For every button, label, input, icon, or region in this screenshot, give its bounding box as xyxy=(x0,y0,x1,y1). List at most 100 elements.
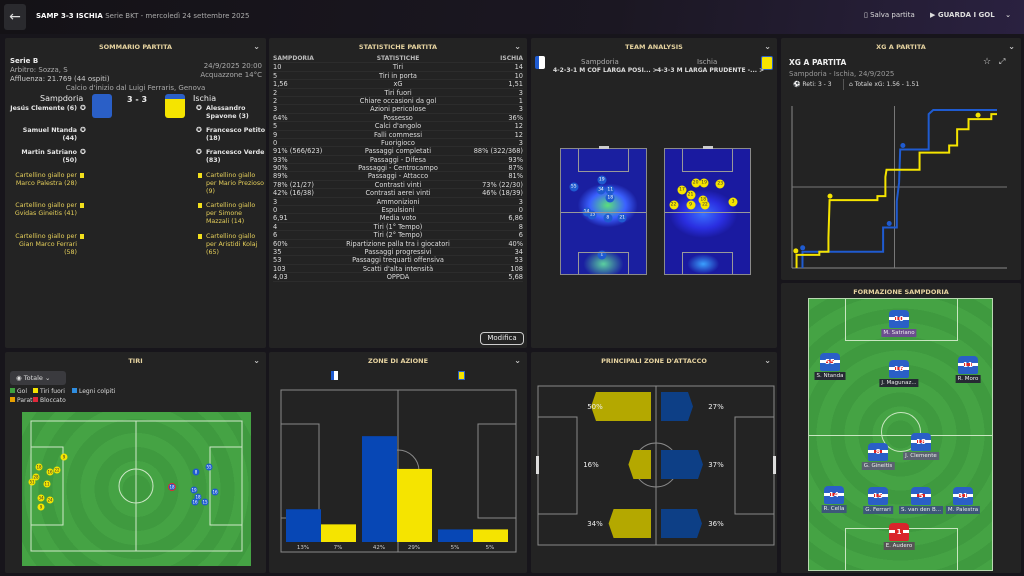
shot-number: 55 xyxy=(206,465,212,470)
chevron-down-icon[interactable]: ⌄ xyxy=(764,356,771,365)
home-value: 3 xyxy=(273,105,278,114)
away-value: 40% xyxy=(508,239,523,248)
shot-dot xyxy=(35,463,43,471)
zone-bar-home xyxy=(362,436,397,542)
shot-dot xyxy=(32,473,40,481)
home-value: 0 xyxy=(273,206,278,215)
home-value: 10 xyxy=(273,63,282,72)
chevron-down-icon[interactable]: ⌄ xyxy=(764,42,771,51)
home-value: 42% (16/38) xyxy=(273,189,314,198)
panel-header: FORMAZIONE SAMPDORIA xyxy=(781,283,1021,301)
away-value: 81% xyxy=(508,172,523,181)
jersey-number: 15 xyxy=(873,492,883,500)
shot-marker: 51 xyxy=(28,478,36,486)
stats-header: SAMPDORIA STATISTICHE ISCHIA xyxy=(273,55,523,64)
goal-marker xyxy=(793,248,799,254)
player-name[interactable]: S. van den B... xyxy=(899,506,943,514)
stat-row: 3 Azioni pericolose 3 xyxy=(273,105,523,114)
player-name[interactable]: M. Satriano xyxy=(881,329,917,337)
shot-marker: 16 xyxy=(46,468,54,476)
stat-label: Passaggi - Difesa xyxy=(369,155,427,164)
sampdoria-attack-zone xyxy=(661,509,702,538)
save-match-button[interactable]: ▯ Salva partita xyxy=(864,11,915,19)
player-marker: 3 xyxy=(728,197,738,206)
stat-row: 0 Espulsioni 0 xyxy=(273,206,523,215)
stat-row: 4 Tiri (1° Tempo) 8 xyxy=(273,223,523,232)
watch-goals-button[interactable]: ▶ GUARDA I GOL ⌄ xyxy=(930,11,1011,19)
away-value: 3 xyxy=(518,138,523,147)
away-value: ISCHIA xyxy=(500,55,523,62)
chevron-down-icon[interactable]: ⌄ xyxy=(253,356,260,365)
shot-marker: 55 xyxy=(205,463,213,471)
legend-label: Gol xyxy=(17,388,27,395)
jersey-number: 14 xyxy=(829,491,839,499)
stat-label: Fuorigioco xyxy=(381,138,415,147)
stat-row: 78% (21/27) Contrasti vinti 73% (22/30) xyxy=(273,181,523,190)
shot-dot xyxy=(168,483,176,491)
goal-marker xyxy=(975,112,981,118)
home-team: Sampdoria xyxy=(40,94,84,103)
star-icon[interactable]: ☆ xyxy=(983,57,992,67)
player-name[interactable]: G. Gineitis xyxy=(861,462,895,470)
away-team: Ischia xyxy=(193,94,217,103)
home-tactic-link[interactable]: 4-2-3-1 M COF LARGA POSI... > xyxy=(553,67,658,74)
goal-icon: ✪ xyxy=(196,126,202,134)
back-button[interactable]: ← xyxy=(4,4,26,30)
player-name[interactable]: R. Cella xyxy=(821,505,847,513)
player-name[interactable]: E. Audero xyxy=(883,542,915,550)
goal-marker xyxy=(886,221,892,226)
home-value: 93% xyxy=(273,155,288,164)
away-value: 6 xyxy=(518,231,523,240)
player-name[interactable]: G. Ferrari xyxy=(863,506,893,514)
sampdoria-attack-percent: 27% xyxy=(708,403,724,411)
yellow-card-icon xyxy=(80,203,84,208)
shot-number: 16 xyxy=(47,470,53,475)
stat-label: Passaggi - Centrocampo xyxy=(358,164,438,173)
attendance: Affluenza: 21.769 (44 ospiti) xyxy=(10,75,110,83)
player-marker: 15 xyxy=(587,210,597,220)
stat-row: 3 Ammonizioni 3 xyxy=(273,198,523,207)
panel-header: SOMMARIO PARTITA ⌄ xyxy=(5,38,266,56)
summary-panel: SOMMARIO PARTITA ⌄ Serie B Arbitro: Sozza… xyxy=(5,38,266,348)
formation-panel: FORMAZIONE SAMPDORIA 10 M. Satriano 55 S. N… xyxy=(781,283,1021,573)
shots-filter-dropdown[interactable]: ◉ Totale ⌄ xyxy=(10,371,66,385)
player-name[interactable]: J. Magunaz... xyxy=(879,379,919,387)
stat-row: 93% Passaggi - Difesa 93% xyxy=(273,155,523,165)
home-value: 2 xyxy=(273,88,278,97)
shot-dot xyxy=(201,498,209,506)
jersey-number: 31 xyxy=(958,492,968,500)
legend-swatch xyxy=(10,397,15,402)
home-value: 91% (566/623) xyxy=(273,147,323,156)
ischia-attack-zone xyxy=(628,450,651,479)
player-name[interactable]: S. Ntanda xyxy=(814,372,846,380)
chevron-down-icon[interactable]: ⌄ xyxy=(1005,11,1012,19)
stat-row: 89% Passaggi - Attacco 81% xyxy=(273,172,523,181)
expand-icon[interactable]: ⤢ xyxy=(999,57,1006,66)
goal-event: Martin Satriano (50) xyxy=(21,149,77,164)
zone-bar-home xyxy=(438,529,473,542)
center-circle xyxy=(881,412,921,452)
shot-dot xyxy=(37,494,45,502)
shot-number: 16 xyxy=(192,500,198,505)
zone-label: 13% xyxy=(297,545,309,551)
modify-button[interactable]: Modifica xyxy=(480,332,524,345)
away-tactic-link[interactable]: 4-3-3 M LARGA PRUDENTE -... > xyxy=(657,67,765,74)
stat-label: Calci d'angolo xyxy=(374,122,422,131)
eye-icon: ◉ xyxy=(16,374,22,382)
player-name[interactable]: M. Palestra xyxy=(945,506,981,514)
player-name[interactable]: R. Moro xyxy=(955,375,981,383)
yellow-card-icon xyxy=(198,203,202,208)
shot-dot xyxy=(37,503,45,511)
chevron-down-icon[interactable]: ⌄ xyxy=(1008,42,1015,51)
player-name[interactable]: J. Clemente xyxy=(903,452,939,460)
chevron-down-icon[interactable]: ⌄ xyxy=(514,42,521,51)
shot-dot xyxy=(190,486,198,494)
chevron-down-icon[interactable]: ⌄ xyxy=(253,42,260,51)
chevron-down-icon[interactable]: ⌄ xyxy=(514,356,521,365)
card-event: Cartellino giallo per Simone Mazzali (14… xyxy=(206,202,256,225)
xg-line-sampdoria xyxy=(801,109,997,268)
home-value: 6,91 xyxy=(273,214,288,223)
jersey-number: 11 xyxy=(963,361,973,369)
ischia-crest-icon xyxy=(458,371,465,380)
